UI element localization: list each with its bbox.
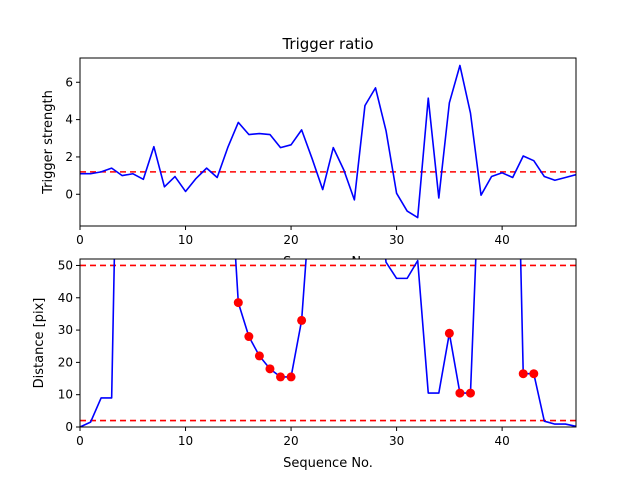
top-x-tick-label: 10	[178, 233, 193, 247]
bottom-marker-point	[244, 332, 254, 342]
bottom-axes-background	[80, 259, 576, 427]
bottom-series-line-0	[80, 259, 576, 427]
top-y-tick-label: 2	[65, 150, 73, 164]
bottom-y-tick-label: 0	[65, 420, 73, 434]
top-x-tick-label: 30	[389, 233, 404, 247]
bottom-y-tick-label: 40	[58, 291, 73, 305]
bottom-y-tick-label: 10	[58, 388, 73, 402]
bottom-marker-point	[276, 372, 286, 382]
top-series-line-0	[80, 64, 576, 219]
top-x-tick-label: 20	[283, 233, 298, 247]
bottom-x-axis-label: Sequence No.	[283, 456, 373, 471]
top-x-tick-label: 0	[76, 233, 84, 247]
bottom-marker-point	[297, 315, 307, 325]
bottom-marker-point	[254, 351, 264, 361]
bottom-marker-point	[286, 372, 296, 382]
bottom-x-tick-label: 20	[283, 434, 298, 448]
bottom-y-tick-label: 20	[58, 355, 73, 369]
top-y-axis-label: Trigger strength	[41, 90, 56, 195]
bottom-marker-point	[455, 388, 465, 398]
bottom-x-tick-label: 40	[494, 434, 509, 448]
bottom-panel: 0 10 20 30 40 0 10 20 30 40 50 Sequence No. Distan…	[32, 258, 577, 471]
top-y-tick-label: 4	[65, 113, 73, 127]
top-y-tick-label: 6	[65, 75, 73, 89]
top-axes-frame	[79, 57, 577, 227]
bottom-marker-point	[465, 388, 475, 398]
bottom-x-tick-label: 30	[389, 434, 404, 448]
bottom-marker-point	[265, 364, 275, 374]
top-x-tick-label: 40	[494, 233, 509, 247]
bottom-x-tick-label: 10	[178, 434, 193, 448]
bottom-marker-point	[529, 369, 539, 379]
bottom-x-tick-label: 0	[76, 434, 84, 448]
bottom-plot-area	[80, 259, 576, 427]
bottom-y-tick-label: 30	[58, 323, 73, 337]
top-y-tick-label: 0	[65, 187, 73, 201]
top-ticks: 0 10 20 30 40 0 2 4 6	[65, 75, 509, 247]
bottom-marker-point	[233, 298, 243, 308]
bottom-marker-point	[444, 328, 454, 338]
bottom-ticks: 0 10 20 30 40 0 10 20 30 40 50	[58, 258, 510, 448]
top-chart-title: Trigger ratio	[281, 35, 373, 53]
bottom-axes-frame	[79, 258, 577, 428]
top-plot-area	[80, 64, 576, 219]
bottom-marker-point	[518, 369, 528, 379]
bottom-y-tick-label: 50	[58, 258, 73, 272]
bottom-y-axis-label: Distance [pix]	[32, 298, 47, 389]
